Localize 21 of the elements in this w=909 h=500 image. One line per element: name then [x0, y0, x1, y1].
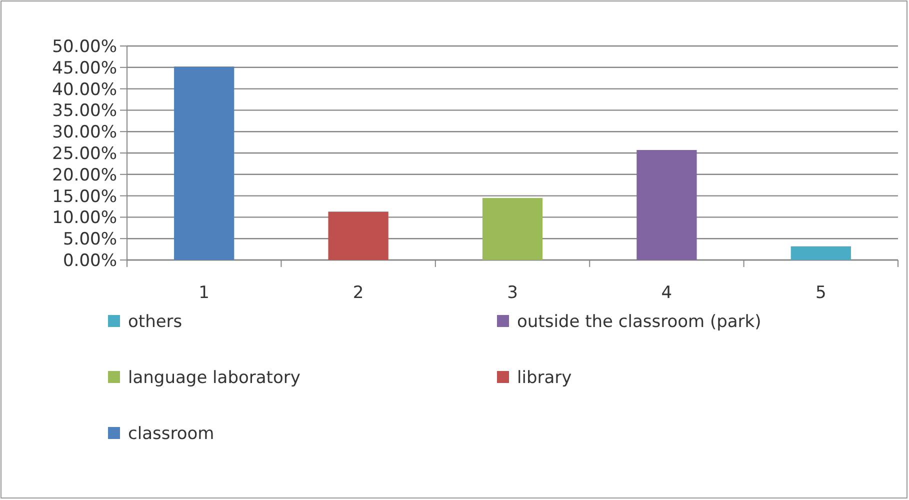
y-tick-label: 35.00%: [52, 101, 117, 122]
x-tick-label: 4: [661, 283, 672, 303]
x-tick-label: 5: [815, 283, 826, 303]
y-tick-label: 15.00%: [52, 186, 117, 207]
y-tick-label: 5.00%: [62, 230, 117, 250]
y-tick-label: 30.00%: [52, 122, 117, 143]
y-tick-label: 10.00%: [52, 208, 117, 228]
legend-label: classroom: [128, 424, 214, 444]
legend-label: others: [128, 312, 182, 332]
x-tick-label: 1: [198, 283, 210, 303]
y-tick-label: 0.00%: [62, 250, 117, 271]
y-tick-label: 20.00%: [52, 165, 117, 186]
y-tick-label: 40.00%: [52, 80, 117, 100]
legend-label: library: [517, 368, 572, 388]
y-tick-label: 50.00%: [52, 36, 117, 57]
x-tick-label: 3: [507, 283, 518, 303]
y-tick-label: 25.00%: [52, 144, 117, 164]
legend-label: outside the classroom (park): [517, 312, 762, 332]
y-tick-label: 45.00%: [52, 58, 117, 78]
legend-label: language laboratory: [128, 368, 300, 388]
x-tick-label: 2: [352, 283, 364, 303]
